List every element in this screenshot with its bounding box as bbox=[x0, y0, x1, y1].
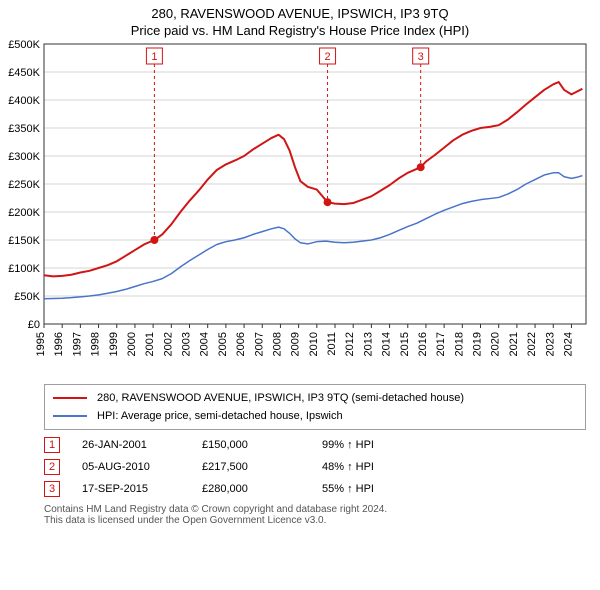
event-marker-box: 1 bbox=[44, 437, 60, 453]
svg-text:2021: 2021 bbox=[508, 332, 520, 356]
legend-swatch-hpi bbox=[53, 415, 87, 417]
event-price: £217,500 bbox=[202, 461, 322, 473]
svg-text:2000: 2000 bbox=[126, 332, 138, 356]
event-date: 26-JAN-2001 bbox=[82, 439, 202, 451]
svg-text:1999: 1999 bbox=[108, 332, 120, 356]
legend-label: HPI: Average price, semi-detached house,… bbox=[97, 410, 343, 422]
event-pct: 48% ↑ HPI bbox=[322, 461, 586, 473]
svg-text:2023: 2023 bbox=[544, 332, 556, 356]
attribution-line: This data is licensed under the Open Gov… bbox=[44, 515, 586, 526]
chart-area: £0 £50K £100K £150K £200K £250K £300K £350K £400… bbox=[0, 38, 600, 378]
event-date: 17-SEP-2015 bbox=[82, 483, 202, 495]
svg-text:2012: 2012 bbox=[344, 332, 356, 356]
svg-text:2: 2 bbox=[324, 51, 330, 63]
event-row: 3 17-SEP-2015 £280,000 55% ↑ HPI bbox=[44, 478, 586, 500]
svg-text:2014: 2014 bbox=[381, 332, 393, 356]
svg-text:£500K: £500K bbox=[8, 39, 40, 51]
event-row: 2 05-AUG-2010 £217,500 48% ↑ HPI bbox=[44, 456, 586, 478]
svg-text:£150K: £150K bbox=[8, 235, 40, 247]
chart-title-subtitle: Price paid vs. HM Land Registry's House … bbox=[0, 23, 600, 38]
svg-text:£400K: £400K bbox=[8, 95, 40, 107]
svg-text:£50K: £50K bbox=[14, 291, 40, 303]
event-price: £280,000 bbox=[202, 483, 322, 495]
event-price: £150,000 bbox=[202, 439, 322, 451]
svg-text:£350K: £350K bbox=[8, 123, 40, 135]
event-date: 05-AUG-2010 bbox=[82, 461, 202, 473]
svg-text:2024: 2024 bbox=[562, 332, 574, 356]
svg-text:2019: 2019 bbox=[472, 332, 484, 356]
event-marker-number: 1 bbox=[49, 439, 55, 451]
svg-text:2016: 2016 bbox=[417, 332, 429, 356]
attribution-text: Contains HM Land Registry data © Crown c… bbox=[44, 504, 586, 526]
chart-title-address: 280, RAVENSWOOD AVENUE, IPSWICH, IP3 9TQ bbox=[0, 6, 600, 21]
svg-text:2018: 2018 bbox=[453, 332, 465, 356]
svg-text:2015: 2015 bbox=[399, 332, 411, 356]
svg-text:1997: 1997 bbox=[71, 332, 83, 356]
svg-text:1995: 1995 bbox=[35, 332, 47, 356]
legend: 280, RAVENSWOOD AVENUE, IPSWICH, IP3 9TQ… bbox=[44, 384, 586, 430]
svg-text:£100K: £100K bbox=[8, 263, 40, 275]
svg-text:£0: £0 bbox=[28, 319, 40, 331]
svg-text:2020: 2020 bbox=[490, 332, 502, 356]
svg-text:2007: 2007 bbox=[253, 332, 265, 356]
event-pct: 99% ↑ HPI bbox=[322, 439, 586, 451]
svg-text:2001: 2001 bbox=[144, 332, 156, 356]
event-row: 1 26-JAN-2001 £150,000 99% ↑ HPI bbox=[44, 434, 586, 456]
svg-text:2006: 2006 bbox=[235, 332, 247, 356]
event-marker-box: 2 bbox=[44, 459, 60, 475]
svg-text:2011: 2011 bbox=[326, 332, 338, 356]
svg-text:2013: 2013 bbox=[362, 332, 374, 356]
attribution-line: Contains HM Land Registry data © Crown c… bbox=[44, 504, 586, 515]
svg-text:3: 3 bbox=[418, 51, 424, 63]
svg-text:2003: 2003 bbox=[181, 332, 193, 356]
event-marker-number: 3 bbox=[49, 483, 55, 495]
svg-text:2010: 2010 bbox=[308, 332, 320, 356]
svg-text:£300K: £300K bbox=[8, 151, 40, 163]
legend-item: HPI: Average price, semi-detached house,… bbox=[53, 407, 577, 425]
event-marker-box: 3 bbox=[44, 481, 60, 497]
event-pct: 55% ↑ HPI bbox=[322, 483, 586, 495]
svg-text:2002: 2002 bbox=[162, 332, 174, 356]
svg-text:2009: 2009 bbox=[290, 332, 302, 356]
svg-text:1998: 1998 bbox=[90, 332, 102, 356]
legend-label: 280, RAVENSWOOD AVENUE, IPSWICH, IP3 9TQ… bbox=[97, 392, 464, 404]
svg-text:£250K: £250K bbox=[8, 179, 40, 191]
svg-text:£200K: £200K bbox=[8, 207, 40, 219]
event-marker-number: 2 bbox=[49, 461, 55, 473]
svg-text:2005: 2005 bbox=[217, 332, 229, 356]
svg-text:2022: 2022 bbox=[526, 332, 538, 356]
svg-text:2004: 2004 bbox=[199, 332, 211, 356]
svg-text:1: 1 bbox=[151, 51, 157, 63]
svg-text:2008: 2008 bbox=[271, 332, 283, 356]
chart-titles: 280, RAVENSWOOD AVENUE, IPSWICH, IP3 9TQ… bbox=[0, 0, 600, 38]
events-table: 1 26-JAN-2001 £150,000 99% ↑ HPI 2 05-AU… bbox=[44, 434, 586, 500]
legend-item: 280, RAVENSWOOD AVENUE, IPSWICH, IP3 9TQ… bbox=[53, 389, 577, 407]
svg-text:1996: 1996 bbox=[53, 332, 65, 356]
svg-text:2017: 2017 bbox=[435, 332, 447, 356]
line-chart-svg: £0 £50K £100K £150K £200K £250K £300K £350K £400… bbox=[0, 38, 600, 378]
legend-swatch-property bbox=[53, 397, 87, 399]
svg-text:£450K: £450K bbox=[8, 67, 40, 79]
